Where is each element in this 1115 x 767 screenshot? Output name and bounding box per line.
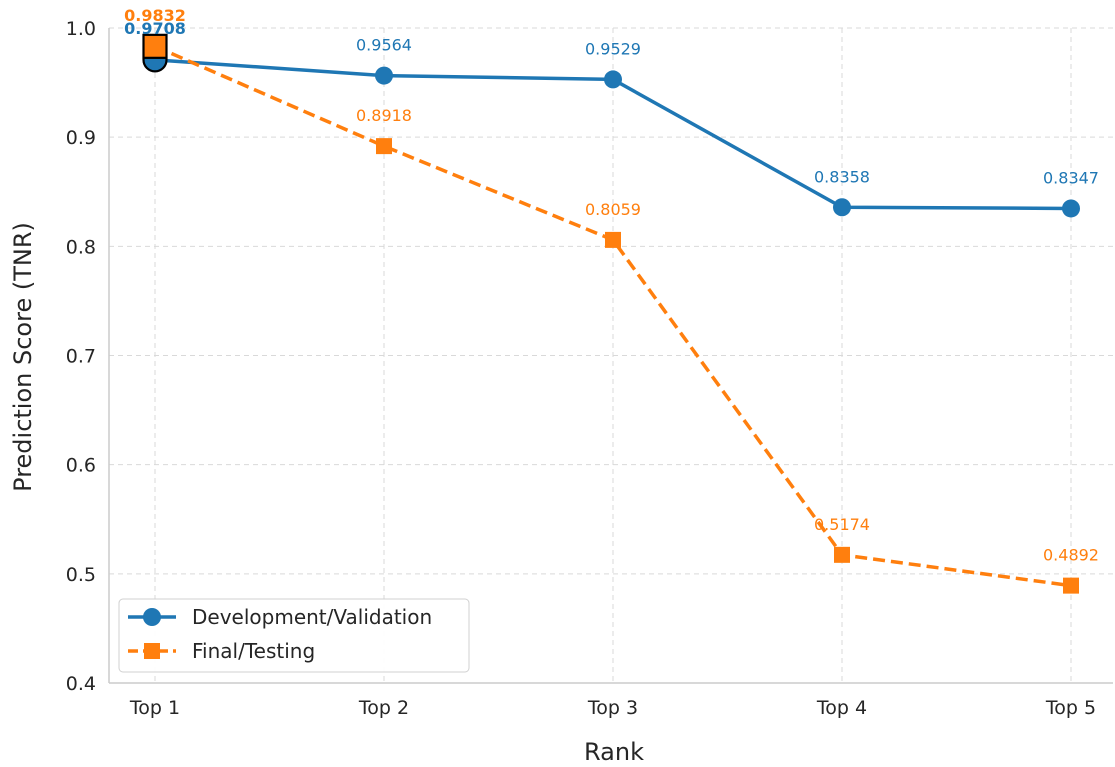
data-label: 0.8347 bbox=[1043, 168, 1099, 187]
data-point bbox=[376, 138, 392, 155]
x-tick-label: Top 4 bbox=[816, 697, 867, 719]
x-tick-label: Top 3 bbox=[587, 697, 638, 719]
data-label: 0.4892 bbox=[1043, 546, 1099, 565]
y-axis-title: Prediction Score (TNR) bbox=[9, 222, 37, 492]
x-ticks: Top 1 Top 2 Top 3 Top 4 Top 5 bbox=[129, 697, 1096, 719]
data-label: 0.5174 bbox=[814, 515, 870, 534]
y-tick-label: 0.6 bbox=[66, 455, 96, 477]
legend: Development/Validation Final/Testing bbox=[118, 598, 470, 673]
y-tick-label: 0.4 bbox=[66, 673, 96, 695]
data-point bbox=[605, 231, 621, 248]
y-ticks: 0.4 0.5 0.6 0.7 0.8 0.9 1.0 bbox=[66, 18, 96, 695]
y-tick-label: 0.8 bbox=[66, 236, 96, 258]
data-label: 0.9708 bbox=[124, 19, 186, 38]
data-label: 0.9564 bbox=[356, 36, 412, 55]
data-label: 0.8918 bbox=[356, 106, 412, 125]
data-label: 0.9529 bbox=[585, 39, 641, 58]
data-label: 0.9832 bbox=[124, 6, 186, 25]
grid bbox=[109, 27, 1113, 683]
data-point bbox=[604, 70, 622, 89]
x-tick-label: Top 5 bbox=[1045, 697, 1096, 719]
y-tick-label: 0.7 bbox=[66, 346, 96, 368]
y-tick-label: 0.9 bbox=[66, 127, 96, 149]
legend-marker-dev bbox=[143, 608, 161, 626]
data-point bbox=[375, 66, 393, 85]
data-point bbox=[833, 198, 851, 217]
data-label: 0.8059 bbox=[585, 200, 641, 219]
data-labels: 0.9708 0.9564 0.9529 0.8358 0.8347 0.9832 0.89… bbox=[124, 6, 1099, 565]
legend-box bbox=[118, 598, 470, 673]
x-tick-label: Top 1 bbox=[129, 697, 180, 719]
data-label: 0.8358 bbox=[814, 167, 870, 186]
data-point bbox=[1062, 199, 1080, 218]
series-layer bbox=[142, 33, 1080, 594]
legend-marker-final bbox=[144, 643, 160, 659]
y-tick-label: 0.5 bbox=[66, 564, 96, 586]
legend-label-final: Final/Testing bbox=[192, 639, 315, 663]
legend-label-dev: Development/Validation bbox=[192, 605, 432, 629]
x-axis-title: Rank bbox=[584, 738, 644, 766]
data-point bbox=[1063, 577, 1079, 594]
axes bbox=[108, 28, 1113, 684]
y-tick-label: 1.0 bbox=[66, 18, 96, 40]
data-point bbox=[834, 546, 850, 563]
data-point bbox=[142, 33, 168, 59]
x-tick-label: Top 2 bbox=[358, 697, 409, 719]
